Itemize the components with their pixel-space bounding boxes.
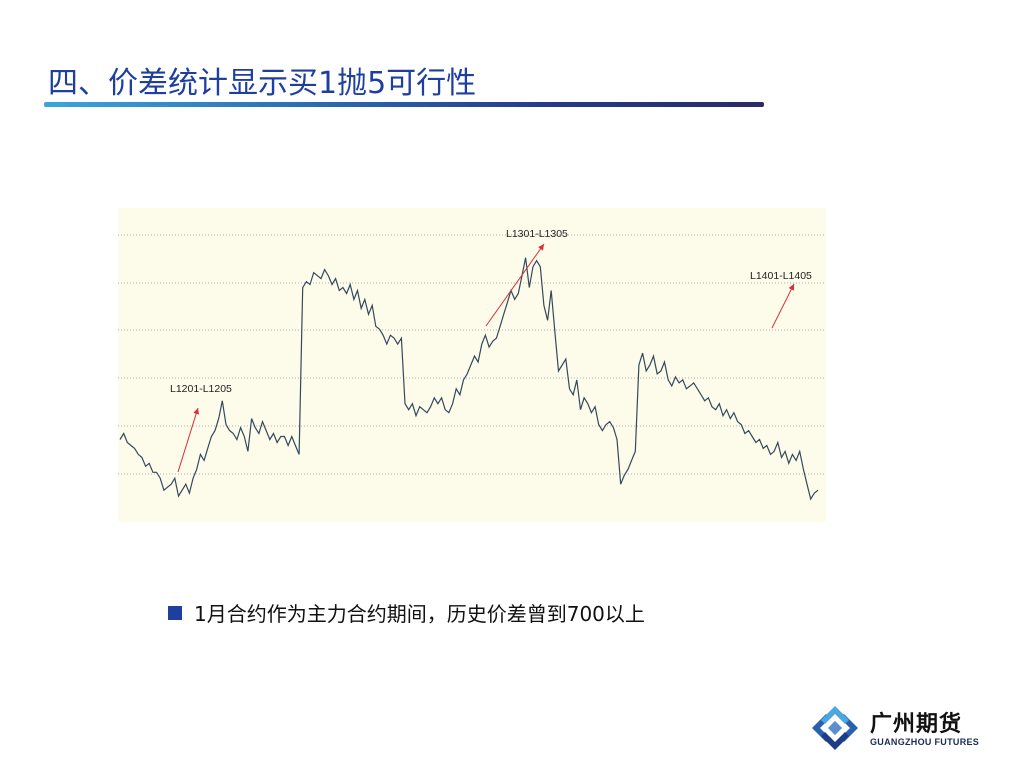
spread-chart: L1201-L1205 L1301-L1305 L1401-L1405 <box>118 208 826 522</box>
spread-chart-svg: L1201-L1205 L1301-L1305 L1401-L1405 <box>118 228 826 501</box>
logo-name-cn: 广州期货 <box>870 712 963 737</box>
annotation-label-0: L1201-L1205 <box>170 383 232 395</box>
annotation-arrow-0 <box>177 407 200 473</box>
slide-title: 四、价差统计显示买1抛5可行性 <box>48 66 477 101</box>
annotation-label-1: L1301-L1305 <box>506 228 568 240</box>
guangzhou-futures-logo-icon <box>812 706 858 750</box>
annotation-arrow-2 <box>771 283 795 329</box>
bullet-square-icon <box>168 605 182 620</box>
title-underline <box>44 102 764 107</box>
annotation-label-2: L1401-L1405 <box>750 270 812 282</box>
spread-series-line <box>119 257 819 501</box>
annotation-arrow-1 <box>485 243 545 327</box>
logo-name-en: GUANGZHOU FUTURES <box>870 737 980 747</box>
bullet-text: 1月合约作为主力合约期间，历史价差曾到700以上 <box>194 602 645 626</box>
company-logo: 广州期货 GUANGZHOU FUTURES <box>810 704 990 752</box>
bullet-item: 1月合约作为主力合约期间，历史价差曾到700以上 <box>168 598 645 627</box>
